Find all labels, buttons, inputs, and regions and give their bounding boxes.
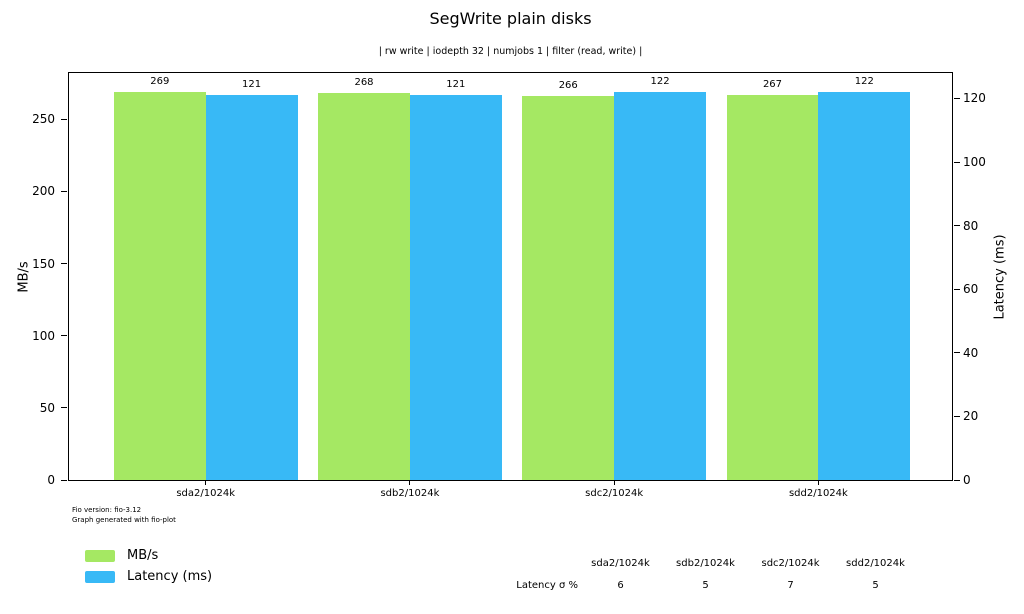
y-tick-label-right: 100 [963,155,986,170]
legend-item: Latency (ms) [85,568,212,585]
legend-item: MB/s [85,547,212,564]
table-column-header: sdc2/1024k [761,557,820,569]
y-tick-mark-left [61,407,67,409]
legend-label: MB/s [127,548,159,563]
y-tick-mark-left [61,335,67,337]
y-tick-mark-right [954,288,960,290]
table-column-header: sdd2/1024k [846,557,905,569]
x-tick-mark [817,480,819,485]
chart-subtitle: | rw write | iodepth 32 | numjobs 1 | fi… [378,46,643,57]
y-tick-label-left: 100 [32,328,55,343]
fio-version-text: Fio version: fio-3.12 [72,506,142,514]
bar-value-label: 121 [242,79,262,91]
y-tick-label-right: 20 [963,409,979,424]
table-corner-cell [468,552,578,574]
x-tick-label: sdb2/1024k [380,488,440,499]
y-tick-label-right: 0 [963,473,971,487]
y-tick-label-left: 200 [32,184,55,199]
bar-latency [818,92,911,480]
chart-title: SegWrite plain disks [429,9,592,28]
y-tick-label-right: 60 [963,282,979,297]
x-tick-label: sdc2/1024k [585,488,644,499]
y-tick-mark-right [954,161,960,163]
table-column-header: sdb2/1024k [676,557,735,569]
bar-value-label: 267 [762,78,783,90]
bar-latency [205,95,298,480]
y-axis-label-left: MB/s [16,261,32,293]
table-row-label: Latency σ % [516,579,578,591]
fio-plot-credit-text: Graph generated with fio-plot [72,516,176,524]
bar-mbs [522,96,615,480]
table-cell-value: 6 [617,579,624,591]
bar-value-label: 269 [150,75,170,87]
y-tick-label-right: 40 [963,345,979,360]
y-tick-mark-right [954,415,960,417]
y-tick-mark-left [61,263,67,264]
y-tick-mark-right [954,97,960,99]
y-tick-label-right: 120 [963,91,986,106]
y-tick-label-left: 150 [32,256,55,271]
y-tick-label-right: 80 [963,218,979,233]
legend-label: Latency (ms) [127,569,213,584]
footer-credits: Fio version: fio-3.12 Graph generated wi… [72,505,176,525]
y-tick-mark-right [954,225,960,227]
legend: MB/s Latency (ms) [85,547,212,589]
bar-mbs [318,93,410,480]
bar-latency [409,95,502,480]
bar-latency [614,92,706,480]
table-column-header: sda2/1024k [591,557,650,569]
y-tick-mark-right [954,352,960,354]
plot-area: 269 121 sda2/1024k 268 121 sdb2/1024k 266 122 sd… [32,72,986,499]
bar-mbs [726,94,819,480]
y-tick-mark-left [61,118,67,120]
x-tick-mark [409,480,411,485]
x-tick-mark [613,480,615,485]
bar-value-label: 122 [854,76,874,88]
legend-swatch [85,549,115,562]
table-cell-value: 5 [702,579,709,591]
bar-value-label: 266 [558,80,578,92]
y-tick-mark-left [61,479,67,481]
x-tick-label: sda2/1024k [176,488,236,499]
table-cell-value: 7 [787,579,794,591]
y-axis-label-right: Latency (ms) [992,234,1008,320]
y-tick-label-left: 0 [47,473,55,487]
bar-value-label: 122 [650,76,670,88]
table-cell-value: 5 [872,579,879,591]
legend-swatch [85,570,115,583]
bar-mbs [113,91,206,480]
x-tick-mark [205,480,207,485]
y-tick-mark-right [954,479,960,481]
stats-table: sda2/1024k sdb2/1024k sdc2/1024k sdd2/1024k… [468,552,918,596]
bar-value-label: 268 [354,77,374,89]
x-tick-label: sdd2/1024k [788,488,848,499]
bar-value-label: 121 [446,79,466,91]
y-tick-mark-left [61,190,67,192]
y-tick-label-left: 250 [32,112,55,127]
y-tick-label-left: 50 [39,400,55,415]
